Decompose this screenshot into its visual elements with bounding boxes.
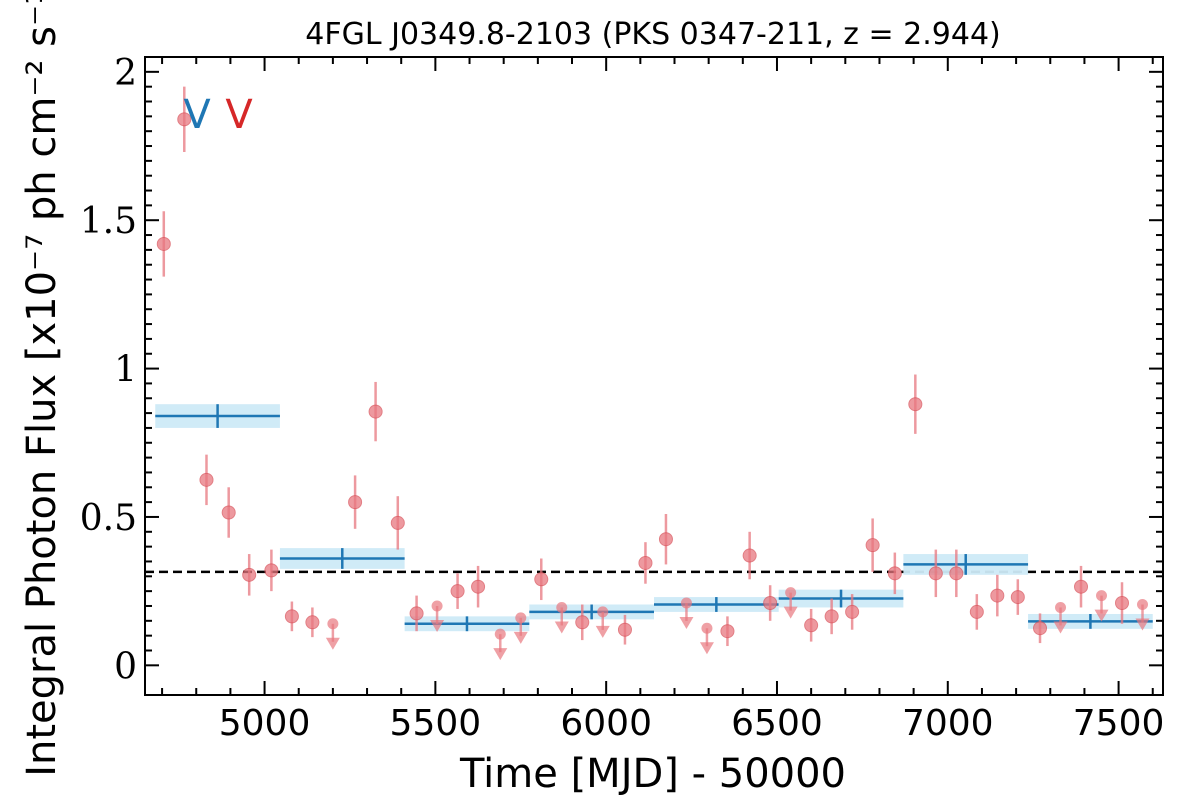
flux-point xyxy=(908,397,923,412)
x-tick-label: 6500 xyxy=(731,703,823,744)
upper-limit-point xyxy=(556,601,568,613)
y-tick-label: 0 xyxy=(114,646,137,687)
flux-point xyxy=(284,609,299,624)
flux-point xyxy=(242,567,257,582)
x-tick-label: 7000 xyxy=(902,703,994,744)
flux-point xyxy=(928,566,943,581)
flux-point xyxy=(887,566,902,581)
y-tick-label: 2 xyxy=(114,53,137,94)
upper-limit-arrow xyxy=(554,621,569,634)
flux-point xyxy=(638,555,653,570)
upper-limit-arrow xyxy=(430,619,445,632)
flux-point xyxy=(658,532,673,547)
upper-limit-arrow xyxy=(1135,618,1150,631)
upper-limit-arrow xyxy=(1053,621,1068,634)
flux-point xyxy=(305,615,320,630)
upper-limit-point xyxy=(1137,598,1149,610)
upper-limit-arrow xyxy=(513,631,528,644)
upper-limit-point xyxy=(1055,601,1067,613)
upper-limit-arrow xyxy=(493,648,508,661)
flux-point xyxy=(390,515,405,530)
upper-limit-point xyxy=(785,587,797,599)
upper-limit-arrow xyxy=(699,642,714,655)
flux-point xyxy=(221,505,236,520)
flux-point xyxy=(1033,621,1048,636)
y-tick-label: 1.5 xyxy=(80,201,137,242)
upper-limit-arrow xyxy=(325,637,340,650)
upper-limit-arrow xyxy=(1094,609,1109,622)
flux-point xyxy=(865,538,880,553)
upper-limit-point xyxy=(701,622,713,634)
flux-point xyxy=(177,112,192,127)
x-tick-label: 5000 xyxy=(219,703,311,744)
flux-point xyxy=(409,606,424,621)
flux-point xyxy=(949,566,964,581)
variability-flag-label: V xyxy=(183,92,211,138)
flux-point xyxy=(804,618,819,633)
x-axis-label: Time [MJD] - 50000 xyxy=(459,751,846,797)
upper-limit-point xyxy=(680,597,692,609)
flux-point xyxy=(824,609,839,624)
flux-point xyxy=(575,615,590,630)
y-tick-label: 1 xyxy=(114,350,137,391)
upper-limit-arrow xyxy=(679,617,694,630)
flux-point xyxy=(156,236,171,251)
flux-point xyxy=(471,579,486,594)
y-tick-label: 0.5 xyxy=(80,498,137,539)
flux-point xyxy=(1115,596,1130,611)
flux-point xyxy=(990,588,1005,603)
upper-limit-arrow xyxy=(783,606,798,619)
flux-point xyxy=(617,622,632,637)
x-tick-label: 7500 xyxy=(1073,703,1165,744)
plot-frame xyxy=(144,56,1164,696)
x-tick-label: 5500 xyxy=(390,703,482,744)
flux-point xyxy=(742,548,757,563)
upper-limit-point xyxy=(327,618,339,630)
flux-point xyxy=(534,572,549,587)
flux-point xyxy=(450,584,465,599)
upper-limit-point xyxy=(597,606,609,618)
short-bin-points-layer xyxy=(156,86,1130,647)
flux-point xyxy=(1074,579,1089,594)
flux-point xyxy=(368,404,383,419)
upper-limit-point xyxy=(494,628,506,640)
flux-point xyxy=(199,472,214,487)
axes-layer: 5000 5500 6000 6500 7000 7500 0 0.5 1 1.5 2 xyxy=(80,53,1165,744)
flux-point xyxy=(264,563,279,578)
upper-limit-point xyxy=(431,600,443,612)
variability-flag-label: V xyxy=(225,92,253,138)
upper-limit-point xyxy=(515,612,527,624)
y-axis-label: Integral Photon Flux [x10⁻⁷ ph cm⁻² s⁻¹] xyxy=(19,0,65,777)
flux-point xyxy=(969,604,984,619)
upper-limit-arrow xyxy=(595,625,610,638)
flux-point xyxy=(845,604,860,619)
flux-point xyxy=(348,495,363,510)
upper-limits-layer xyxy=(325,587,1150,661)
flux-point xyxy=(1010,590,1025,605)
x-tick-label: 6000 xyxy=(560,703,652,744)
chart-title: 4FGL J0349.8-2103 (PKS 0347-211, z = 2.9… xyxy=(305,17,1000,52)
flux-point xyxy=(720,624,735,639)
flux-point xyxy=(763,596,778,611)
upper-limit-point xyxy=(1096,590,1108,602)
